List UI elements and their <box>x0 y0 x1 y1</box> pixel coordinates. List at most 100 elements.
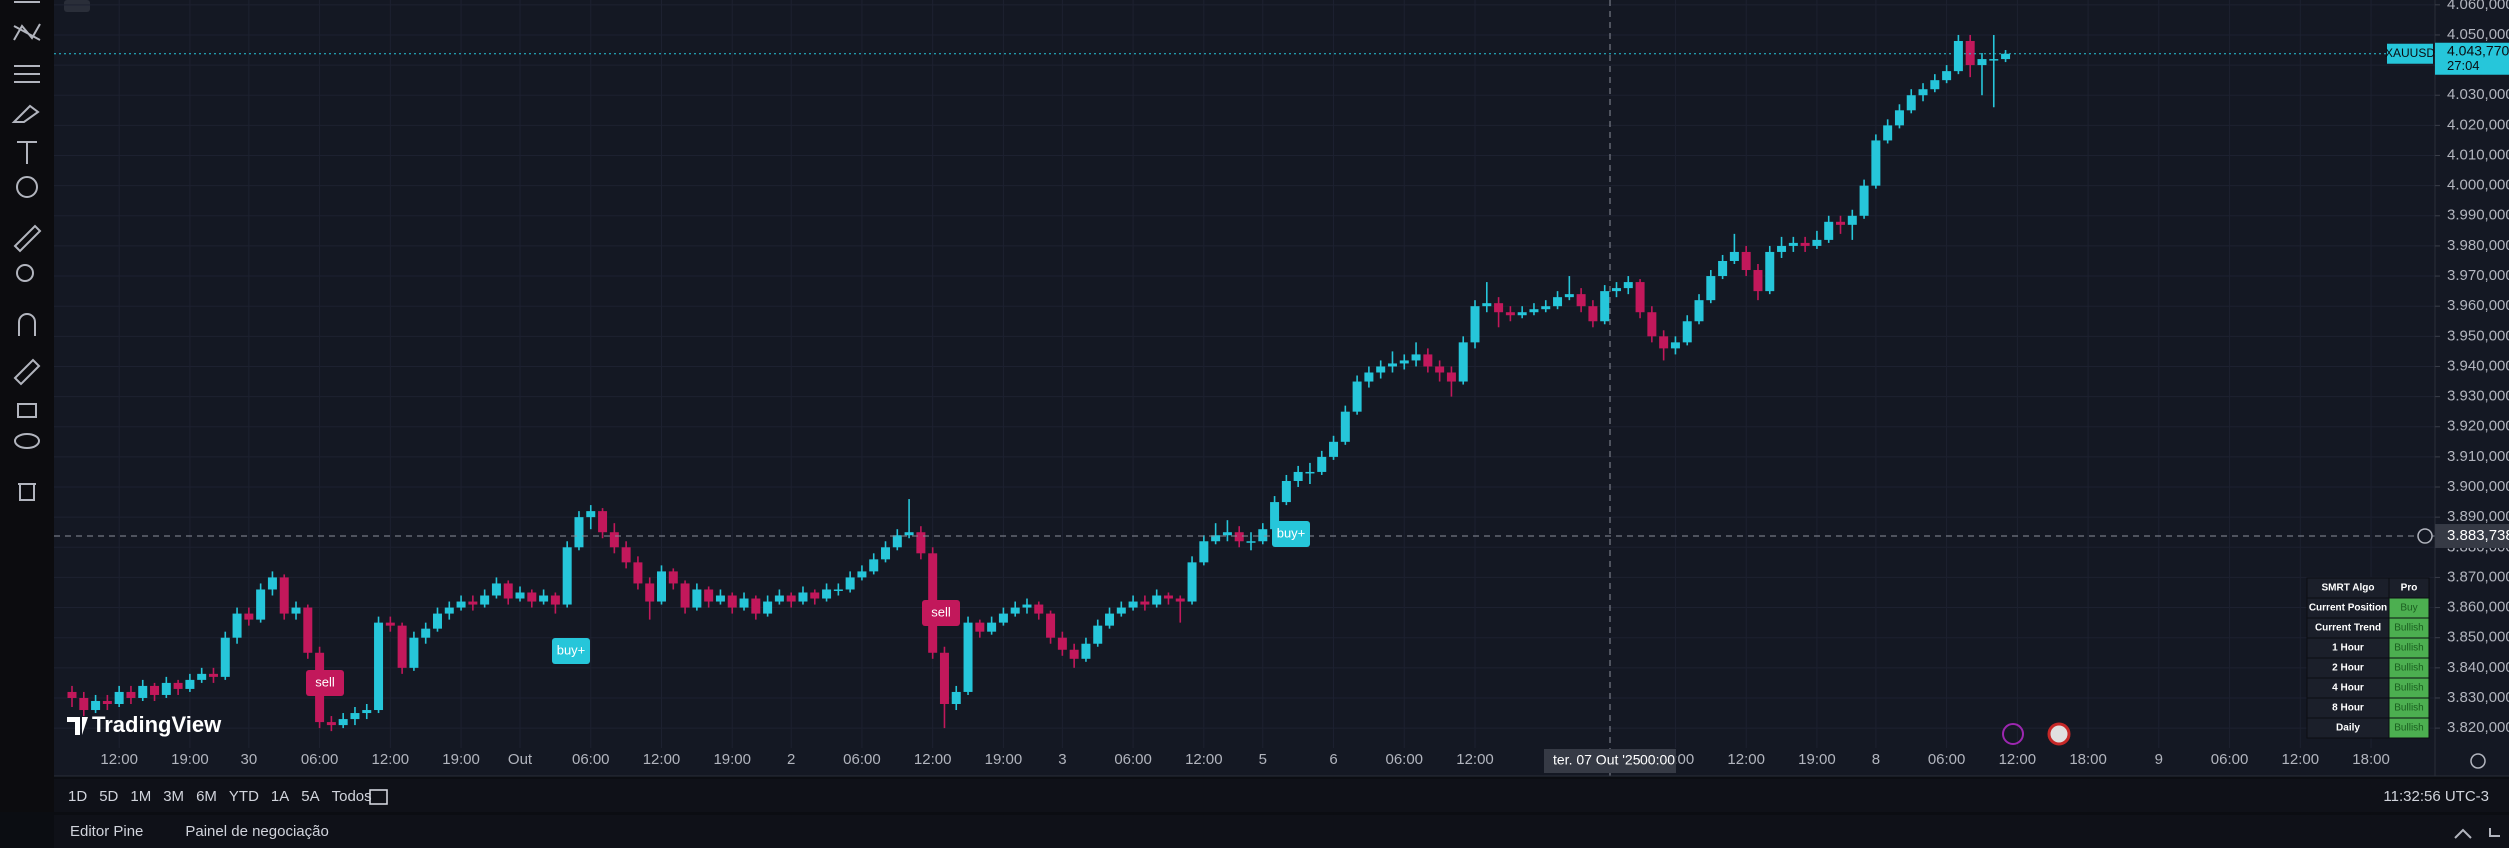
candle-body <box>244 613 254 620</box>
candle-body <box>1423 354 1433 367</box>
candle-body <box>1022 604 1032 608</box>
candle-body <box>1670 342 1680 349</box>
candle-body <box>598 511 608 533</box>
signal-box <box>306 670 344 696</box>
candle-body <box>1140 601 1150 605</box>
icon-emoji[interactable] <box>16 176 38 198</box>
candle-body <box>1116 607 1126 614</box>
signal-label: sell <box>315 674 335 689</box>
candle-body <box>397 625 407 668</box>
candle-body <box>1788 242 1798 246</box>
candle-body <box>338 719 348 726</box>
x-tick-label: 12:00 <box>1456 751 1494 768</box>
icon-fib[interactable] <box>14 65 40 83</box>
candle-body <box>1222 532 1232 536</box>
settings-icon[interactable] <box>2470 753 2486 769</box>
panel-tab[interactable]: Editor Pine <box>70 823 144 840</box>
candle-body <box>786 595 796 602</box>
icon-eye[interactable] <box>14 433 40 449</box>
logo-mark <box>67 717 88 735</box>
add-alert-button[interactable] <box>2417 528 2433 544</box>
icon-pattern[interactable] <box>13 23 41 41</box>
panel-controls[interactable] <box>2454 828 2500 839</box>
calendar-icon[interactable] <box>368 786 390 806</box>
timeframe-button[interactable]: 5A <box>301 787 320 805</box>
candle-body <box>232 613 242 638</box>
timeframe-button[interactable]: 1D <box>68 787 88 805</box>
timeframe-button[interactable]: 1A <box>270 787 290 805</box>
y-tick-label: 3.870,000 <box>2447 568 2509 585</box>
candle-body <box>1906 95 1916 111</box>
candle-body <box>326 722 336 726</box>
icon-lock[interactable] <box>17 403 37 418</box>
bottom-tabs: Editor Pine Painel de negociação <box>64 815 335 848</box>
icon-ruler[interactable] <box>13 224 42 253</box>
candle-body <box>998 613 1008 623</box>
candle-body <box>1553 297 1563 307</box>
x-tick-label: 12:00 <box>2282 751 2320 768</box>
candle-body <box>881 547 891 560</box>
icon-text[interactable] <box>17 141 37 164</box>
y-tick-label: 3.980,000 <box>2447 237 2509 254</box>
candle-body <box>67 691 77 698</box>
icon-magnet[interactable] <box>18 313 36 336</box>
icon-zoom[interactable] <box>16 264 34 282</box>
timeframe-button[interactable]: Todos <box>331 787 372 805</box>
candle-body <box>1057 637 1067 650</box>
candle-body <box>1576 294 1586 307</box>
candle-body <box>208 673 218 677</box>
table-label: Daily <box>2336 723 2360 734</box>
crosshair-price-box <box>2435 524 2509 549</box>
candle-body <box>1105 613 1115 626</box>
economic-icon[interactable] <box>2047 722 2071 746</box>
candle-body <box>822 589 832 599</box>
timeframe-button[interactable]: 6M <box>196 787 217 805</box>
panel-tab[interactable]: Painel de negociação <box>185 823 329 840</box>
candle-body <box>1647 312 1657 337</box>
clock[interactable]: 11:32:56 UTC-3 <box>2377 780 2495 812</box>
x-tick-label: 6 <box>1329 751 1337 768</box>
candle-body <box>916 532 926 554</box>
y-tick-label: 3.960,000 <box>2447 297 2509 314</box>
candle-body <box>1564 294 1574 298</box>
timeframe-button[interactable]: 1M <box>130 787 152 805</box>
x-tick-label: 9 <box>2155 751 2163 768</box>
x-tick-label: 8 <box>1872 751 1880 768</box>
candle-body <box>267 577 277 590</box>
table-value: Bullish <box>2394 703 2423 714</box>
y-tick-label: 3.940,000 <box>2447 357 2509 374</box>
timeframe-button[interactable]: YTD <box>228 787 259 805</box>
calendar-shape <box>369 789 388 805</box>
x-tick-label: 2 <box>787 751 795 768</box>
candle-body <box>857 571 867 578</box>
signal-box <box>552 638 590 664</box>
x-tick-label: 12:00 <box>914 751 952 768</box>
candle-body <box>739 598 749 608</box>
candle-body <box>680 583 690 608</box>
x-tick-label: 18:00 <box>2352 751 2390 768</box>
candle-body <box>256 589 266 620</box>
candle-body <box>1694 300 1704 322</box>
y-tick-label: 4.010,000 <box>2447 146 2509 163</box>
x-tick-label: 12:00 <box>643 751 681 768</box>
signal-box <box>922 600 960 626</box>
candle-body <box>1682 321 1692 343</box>
crosshair-price-label: 3.883,738 <box>2447 527 2509 544</box>
candle-body <box>1211 535 1221 542</box>
candle-body <box>527 592 537 602</box>
candle-body <box>704 589 714 602</box>
timeframe-button[interactable]: 3M <box>163 787 185 805</box>
symbol-tag <box>2387 43 2433 64</box>
candle-body <box>1824 221 1834 240</box>
collapse-button[interactable] <box>64 0 90 12</box>
timeframe-button[interactable]: 5D <box>99 787 119 805</box>
icon-lock-draw[interactable] <box>13 358 41 386</box>
icon-trash[interactable] <box>18 483 36 501</box>
candle-body <box>362 710 372 714</box>
date-range-icon[interactable] <box>368 780 390 812</box>
icon-brush[interactable] <box>11 104 40 123</box>
candle-body <box>609 532 619 548</box>
table-value: Bullish <box>2394 663 2423 674</box>
y-tick-label: 3.850,000 <box>2447 629 2509 646</box>
events-icon[interactable] <box>2002 723 2024 745</box>
